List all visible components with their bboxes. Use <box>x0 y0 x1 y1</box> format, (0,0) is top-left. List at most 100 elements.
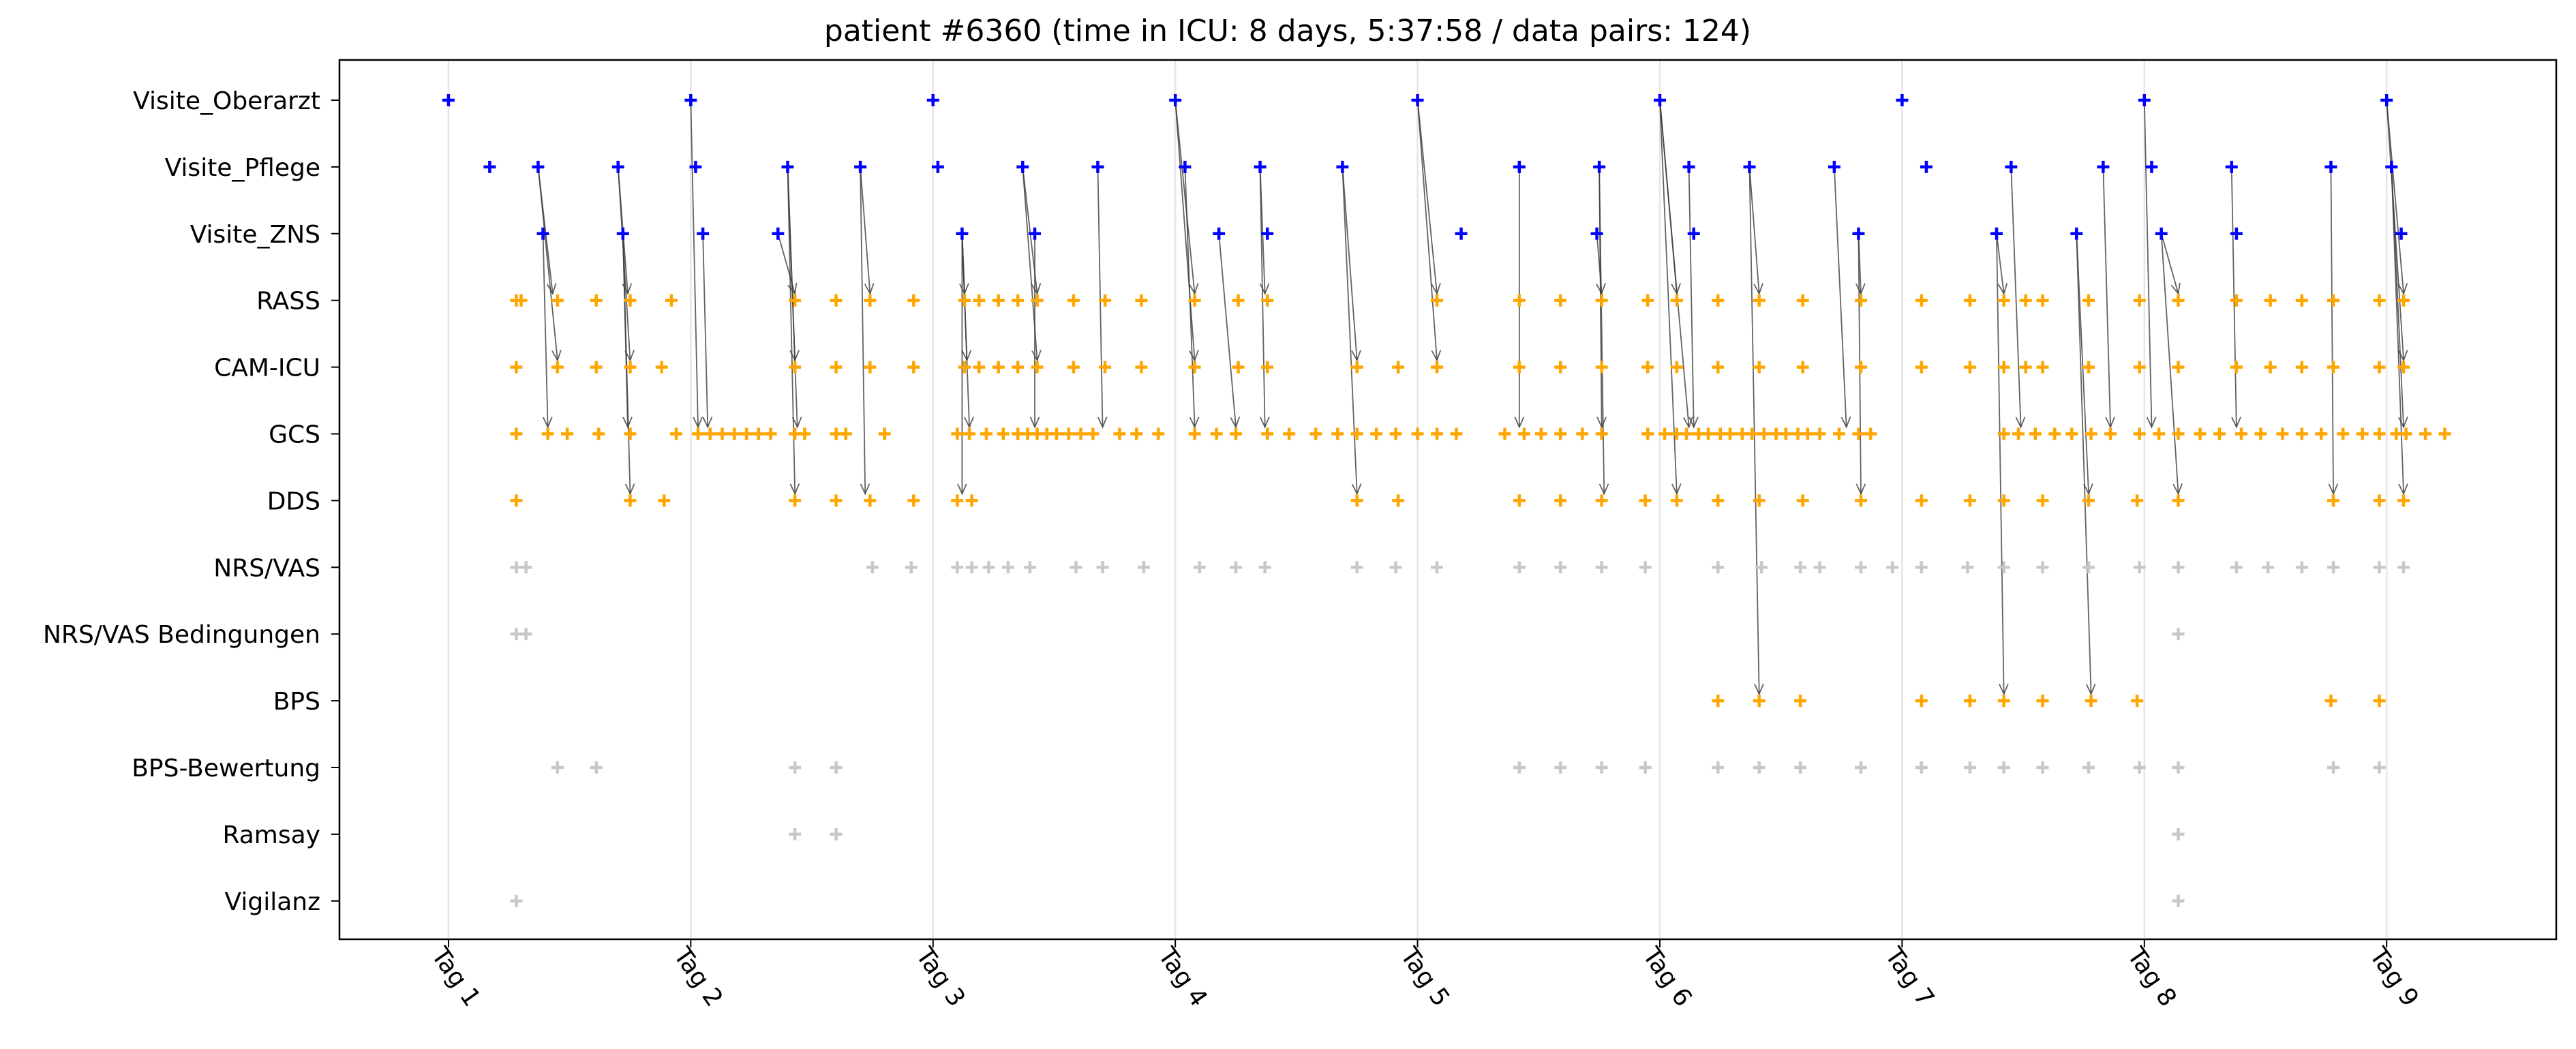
marker-gcs <box>1074 427 1087 440</box>
marker-nrs-vas <box>1230 561 1243 574</box>
marker-rass <box>2082 294 2095 307</box>
marker-dds <box>1854 494 1867 507</box>
marker-rass <box>1712 294 1725 307</box>
marker-bps-bewertung <box>789 761 802 774</box>
marker-gcs <box>1261 427 1274 440</box>
marker-gcs <box>2172 427 2185 440</box>
marker-rass <box>515 294 528 307</box>
link-arrow <box>1659 100 1682 496</box>
marker-nrs-vas <box>866 561 879 574</box>
marker-gcs <box>510 427 523 440</box>
link-arrow <box>1833 166 1851 429</box>
marker-cam-icu <box>1915 361 1928 374</box>
marker-nrs-vas <box>1389 561 1402 574</box>
marker-gcs <box>2085 427 2097 440</box>
marker-gcs <box>2213 427 2226 440</box>
marker-cam-icu <box>590 361 603 374</box>
marker-rass <box>2172 294 2185 307</box>
marker-visite-pflege <box>1254 160 1267 173</box>
marker-rass <box>1067 294 1080 307</box>
marker-gcs <box>1576 427 1589 440</box>
marker-gcs <box>2276 427 2289 440</box>
marker-gcs <box>1680 427 1693 440</box>
marker-bps-bewertung <box>2133 761 2146 774</box>
marker-cam-icu <box>2230 361 2243 374</box>
y-tick-label: NRS/VAS <box>213 554 320 582</box>
marker-gcs <box>1757 427 1770 440</box>
marker-dds <box>1915 494 1928 507</box>
marker-rass <box>1261 294 1274 307</box>
link-arrow <box>1996 233 2008 295</box>
marker-gcs <box>2356 427 2369 440</box>
marker-gcs <box>1595 427 1608 440</box>
marker-visite-pflege <box>1091 160 1104 173</box>
marker-nrs-vas <box>2397 561 2410 574</box>
marker-nrs-vas <box>2373 561 2386 574</box>
marker-cam-icu <box>2373 361 2386 374</box>
marker-rass <box>665 294 678 307</box>
marker-nrs-vas <box>1431 561 1444 574</box>
marker-visite-zns <box>616 227 629 240</box>
marker-visite-pflege <box>1513 160 1526 173</box>
marker-visite-pflege <box>2005 160 2018 173</box>
marker-gcs <box>541 427 554 440</box>
marker-visite-oberarzt <box>1896 94 1909 106</box>
marker-cam-icu <box>1431 361 1444 374</box>
marker-cam-icu <box>624 361 637 374</box>
marker-bps <box>1915 695 1928 708</box>
marker-nrs-vas <box>1813 561 1826 574</box>
marker-cam-icu <box>2327 361 2340 374</box>
marker-vigilanz <box>510 894 523 907</box>
marker-ramsay <box>789 827 802 840</box>
marker-visite-zns <box>536 227 549 240</box>
marker-nrs-vas <box>2036 561 2049 574</box>
marker-dds <box>2131 494 2144 507</box>
marker-visite-pflege <box>1828 160 1840 173</box>
marker-dds <box>2397 494 2410 507</box>
marker-bps-bewertung <box>2327 761 2340 774</box>
marker-gcs <box>1283 427 1296 440</box>
y-tick-label: GCS <box>269 421 320 449</box>
marker-rass <box>1915 294 1928 307</box>
marker-gcs <box>2419 427 2432 440</box>
marker-cam-icu <box>1513 361 1526 374</box>
marker-dds <box>1753 494 1766 507</box>
marker-gcs <box>2065 427 2078 440</box>
marker-bps-bewertung <box>2172 761 2185 774</box>
marker-cam-icu <box>551 361 564 374</box>
marker-rass <box>973 294 986 307</box>
marker-gcs <box>1746 427 1759 440</box>
y-axis: Visite_Oberarzt Visite_Pflege Visite_ZNS RA… <box>43 87 339 916</box>
marker-visite-pflege <box>1682 160 1695 173</box>
marker-dds <box>1554 494 1567 507</box>
marker-visite-pflege <box>2385 160 2398 173</box>
marker-gcs <box>1801 427 1814 440</box>
marker-visite-pflege <box>1743 160 1756 173</box>
marker-gcs <box>1852 427 1865 440</box>
link-arrow <box>2076 233 2096 696</box>
marker-rass <box>830 294 843 307</box>
marker-visite-pflege <box>854 160 867 173</box>
marker-bps <box>1753 695 1766 708</box>
marker-visite-pflege <box>2145 160 2158 173</box>
marker-bps-bewertung <box>551 761 564 774</box>
marker-bps <box>1794 695 1807 708</box>
marker-gcs <box>1370 427 1383 440</box>
marker-nrs-vas <box>1513 561 1526 574</box>
marker-rass <box>624 294 637 307</box>
marker-cam-icu <box>2264 361 2277 374</box>
marker-nrs-vas <box>2082 561 2095 574</box>
marker-visite-pflege <box>532 160 545 173</box>
marker-dds <box>951 494 964 507</box>
marker-gcs <box>980 427 992 440</box>
marker-nrs-vas <box>2133 561 2146 574</box>
marker-bps <box>2324 695 2337 708</box>
marker-visite-pflege <box>2324 160 2337 173</box>
marker-gcs <box>2133 427 2146 440</box>
marker-nrs-vas <box>2327 561 2340 574</box>
marker-visite-pflege <box>931 160 944 173</box>
marker-gcs <box>1152 427 1165 440</box>
marker-visite-oberarzt <box>2380 94 2393 106</box>
link-arrow <box>787 166 802 429</box>
marker-dds <box>510 494 523 507</box>
